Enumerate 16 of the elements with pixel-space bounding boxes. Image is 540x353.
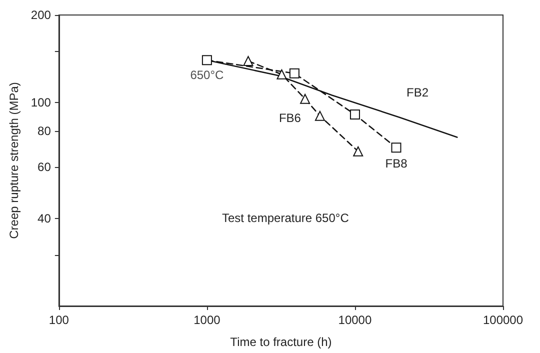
y-axis-title: Creep rupture strength (MPa) [7, 82, 21, 239]
y-tick-label: 40 [38, 211, 52, 226]
x-tick-label: 1000 [194, 313, 221, 327]
annotation: 650°C [190, 68, 224, 82]
x-tick-label: 100000 [482, 313, 524, 327]
y-tick-label: 100 [30, 96, 52, 110]
x-axis-title: Time to fracture (h) [230, 335, 332, 349]
y-tick-label: 80 [38, 124, 52, 138]
x-tick-label: 100 [48, 313, 70, 327]
annotation: Test temperature 650°C [222, 211, 350, 225]
y-tick-label: 200 [30, 8, 52, 22]
series-label: FB2 [406, 85, 429, 100]
x-tick-label: 10000 [338, 313, 372, 327]
series-label: FB8 [385, 156, 408, 171]
series-label: FB6 [278, 110, 302, 125]
y-tick-label: 60 [38, 160, 52, 174]
